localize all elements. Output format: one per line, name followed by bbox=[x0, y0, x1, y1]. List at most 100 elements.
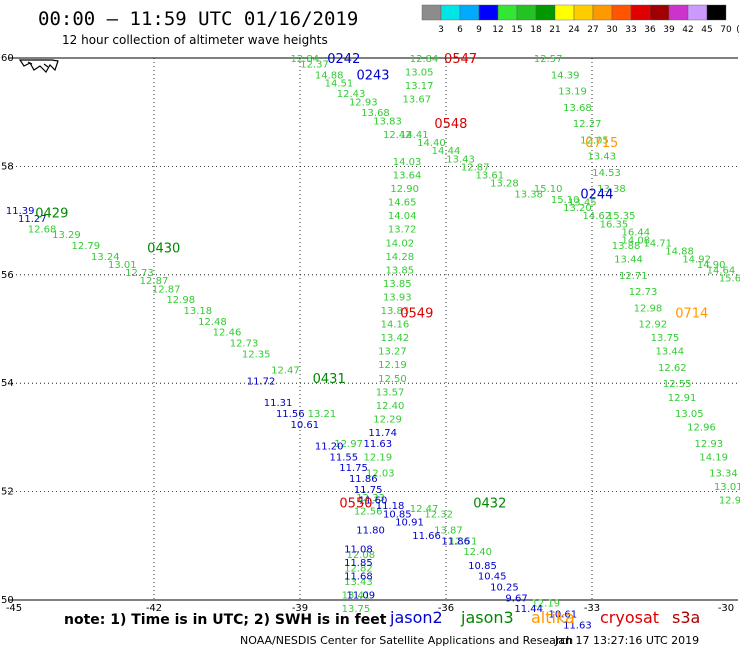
wave-height-value: 14.53 bbox=[592, 168, 621, 179]
wave-height-value: 10.85 bbox=[383, 509, 412, 520]
wave-height-value: 12.62 bbox=[658, 363, 687, 374]
wave-height-value: 12.40 bbox=[463, 547, 492, 558]
wave-height-value: 13.21 bbox=[308, 409, 337, 420]
wave-height-value: 13.17 bbox=[405, 81, 434, 92]
wave-height-value: 11.44 bbox=[514, 604, 543, 615]
page-title: 00:00 – 11:59 UTC 01/16/2019 bbox=[38, 8, 359, 30]
colorbar-swatch bbox=[478, 4, 499, 21]
wave-height-value: 12.19 bbox=[531, 599, 560, 610]
colorbar-label: 42 bbox=[682, 25, 693, 35]
lon-label: -42 bbox=[146, 603, 162, 614]
lat-label: 58 bbox=[1, 161, 14, 172]
wave-height-value: 13.43 bbox=[446, 154, 475, 165]
pass-label: 0243 bbox=[356, 68, 389, 83]
wave-height-value: 14.39 bbox=[551, 70, 580, 81]
wave-height-value: 13.85 bbox=[383, 279, 412, 290]
wave-height-value: 12.42 bbox=[383, 130, 412, 141]
wave-height-value: 12.93 bbox=[694, 439, 723, 450]
colorbar-swatch bbox=[611, 4, 632, 21]
wave-height-value: 12.98 bbox=[634, 303, 663, 314]
wave-height-value: 12.43 bbox=[337, 89, 366, 100]
wave-height-value: 11.56 bbox=[276, 409, 305, 420]
wave-height-value: 13.44 bbox=[656, 347, 685, 358]
pass-label: 0547 bbox=[444, 52, 477, 67]
legend-s3a: s3a bbox=[672, 608, 701, 627]
wave-height-value: 14.65 bbox=[388, 198, 417, 209]
lat-label: 52 bbox=[1, 487, 14, 498]
wave-height-value: 14.71 bbox=[643, 238, 672, 249]
wave-height-value: 11.86 bbox=[441, 536, 470, 547]
wave-height-value: 12.03 bbox=[366, 469, 395, 480]
colorbar-swatch bbox=[497, 4, 518, 21]
wave-height-value: 16.44 bbox=[621, 227, 650, 238]
wave-height-value: 11.27 bbox=[18, 214, 47, 225]
timestamp: Jan 17 13:27:16 UTC 2019 bbox=[555, 634, 700, 647]
colorbar-label: 24 bbox=[568, 25, 580, 35]
colorbar-swatch bbox=[440, 4, 461, 21]
wave-height-value: 13.83 bbox=[373, 116, 402, 127]
wave-height-value: 10.85 bbox=[468, 561, 497, 572]
colorbar-label: 70 bbox=[720, 25, 732, 35]
wave-height-value: 12.91 bbox=[668, 393, 697, 404]
map-grid: 60 58 56 54 52 50-45 -42 -39 -36 -33 -30 bbox=[1, 53, 738, 614]
pass-label: 0242 bbox=[327, 52, 360, 67]
pass-label: 0550 bbox=[339, 496, 372, 511]
wave-height-value: 11.63 bbox=[563, 620, 592, 631]
colorbar-label: 39 bbox=[663, 25, 675, 35]
pass-label: 0244 bbox=[580, 188, 613, 203]
wave-height-value: 13.68 bbox=[563, 103, 592, 114]
wave-height-value: 12.84 bbox=[410, 54, 439, 65]
wave-height-value: 14.62 bbox=[583, 211, 612, 222]
wave-height-value: 13.19 bbox=[558, 87, 587, 98]
wave-height-value: 13.88 bbox=[612, 241, 641, 252]
wave-height-value: 14.08 bbox=[621, 236, 650, 247]
wave-height-value: 11.75 bbox=[354, 485, 383, 496]
wave-height-value: 13.01 bbox=[108, 260, 137, 271]
lat-label: 60 bbox=[1, 53, 14, 64]
wave-height-value: 12.47 bbox=[410, 504, 439, 515]
wave-height-value: 13.83 bbox=[381, 306, 410, 317]
colorbar-label: 33 bbox=[625, 25, 636, 35]
colorbar-swatch bbox=[535, 4, 556, 21]
wave-height-value: 13.20 bbox=[563, 203, 592, 214]
wave-height-value: 12.84 bbox=[291, 54, 320, 65]
wave-height-value: 12.87 bbox=[140, 276, 169, 287]
wave-height-value: 12.19 bbox=[378, 360, 407, 371]
colorbar-swatch bbox=[554, 4, 575, 21]
wave-height-value: 12.71 bbox=[619, 271, 648, 282]
wave-height-value: 12.19 bbox=[364, 452, 393, 463]
pass-label: 0715 bbox=[585, 136, 618, 151]
colorbar-label: 12 bbox=[492, 25, 503, 35]
wave-height-value: 12.37 bbox=[300, 59, 329, 70]
lon-label: -30 bbox=[718, 603, 734, 614]
wave-height-value: 13.05 bbox=[675, 409, 704, 420]
wave-height-value: 13.41 bbox=[342, 591, 371, 602]
wave-height-values: 12.8412.3714.8814.5112.4312.9313.6813.83… bbox=[6, 54, 740, 631]
wave-height-value: 10.61 bbox=[548, 610, 577, 621]
wave-height-value: 12.40 bbox=[376, 401, 405, 412]
wave-height-value: 12.73 bbox=[230, 339, 259, 350]
lon-label: -33 bbox=[584, 603, 600, 614]
wave-height-value: 14.02 bbox=[385, 238, 414, 249]
wave-height-value: 13.72 bbox=[388, 225, 417, 236]
credit-text: NOAA/NESDIS Center for Satellite Applica… bbox=[240, 634, 574, 647]
wave-height-value: 14.51 bbox=[325, 78, 354, 89]
wave-height-value: 12.68 bbox=[28, 225, 57, 236]
colorbar-label: 15 bbox=[511, 25, 522, 35]
wave-height-value: 10.45 bbox=[478, 572, 507, 583]
colorbar-swatch bbox=[459, 4, 480, 21]
wave-height-value: 13.87 bbox=[434, 526, 463, 537]
wave-height-value: 11.74 bbox=[368, 428, 397, 439]
wave-height-value: 12.90 bbox=[390, 184, 419, 195]
wave-height-value: 12.73 bbox=[629, 287, 658, 298]
wave-height-value: 12.96 bbox=[687, 423, 716, 434]
wave-height-value: 13.67 bbox=[402, 95, 431, 106]
colorbar-swatch bbox=[668, 4, 689, 21]
wave-height-value: 13.43 bbox=[344, 577, 373, 588]
colorbar-swatch bbox=[592, 4, 613, 21]
wave-height-value: 11.55 bbox=[329, 452, 358, 463]
wave-height-value: 13.43 bbox=[587, 152, 616, 163]
lat-label: 54 bbox=[1, 378, 14, 389]
wave-height-value: 14.19 bbox=[699, 452, 728, 463]
